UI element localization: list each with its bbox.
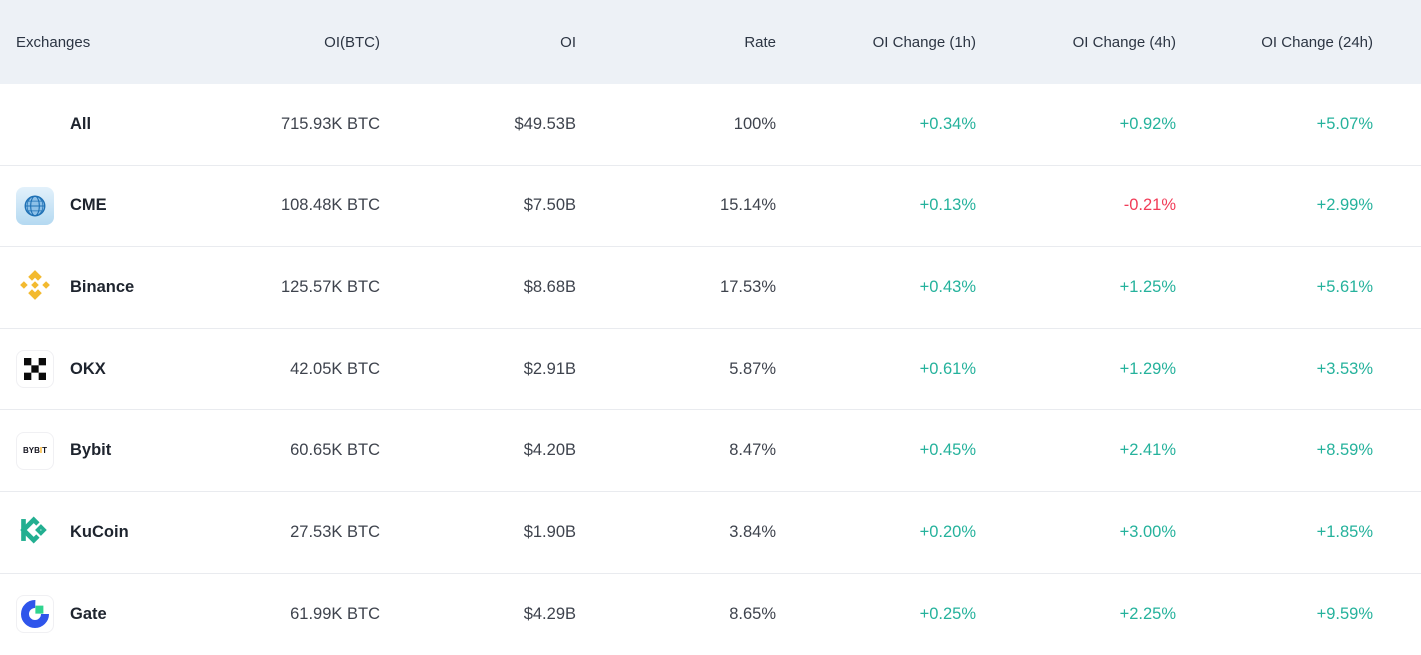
oi-change-1h-value: +0.34%	[919, 114, 976, 133]
oi-btc-value: 60.65K BTC	[290, 441, 380, 460]
exchange-name: CME	[70, 196, 107, 215]
exchange-name: Gate	[70, 604, 107, 623]
oi-change-1h-value: +0.20%	[919, 522, 976, 541]
kucoin-logo-icon	[16, 512, 52, 553]
column-header-oi-btc[interactable]: OI(BTC)	[324, 33, 380, 51]
oi-usd-value: $8.68B	[523, 277, 576, 296]
oi-change-4h-value: -0.21%	[1123, 196, 1176, 215]
rate-value: 100%	[733, 114, 776, 133]
gate-logo-icon	[16, 595, 54, 634]
oi-btc-value: 108.48K BTC	[280, 196, 380, 215]
exchange-name: OKX	[70, 359, 106, 378]
oi-change-1h-value: +0.13%	[919, 196, 976, 215]
oi-usd-value: $2.91B	[523, 359, 576, 378]
binance-logo-icon	[16, 266, 54, 309]
oi-change-24h-value: +1.85%	[1316, 522, 1373, 541]
oi-btc-value: 27.53K BTC	[290, 522, 380, 541]
column-header-exchanges[interactable]: Exchanges	[16, 33, 91, 51]
oi-usd-value: $49.53B	[514, 114, 576, 133]
oi-usd-value: $1.90B	[523, 522, 576, 541]
exchange-name: Bybit	[70, 441, 112, 460]
oi-change-4h-value: +0.92%	[1119, 114, 1176, 133]
oi-change-4h-value: +2.25%	[1119, 604, 1176, 623]
table-row-gate[interactable]: Gate 61.99K BTC $4.29B 8.65% +0.25% +2.2…	[0, 573, 1421, 655]
oi-change-24h-value: +5.07%	[1316, 114, 1373, 133]
oi-change-4h-value: +1.29%	[1119, 359, 1176, 378]
oi-usd-value: $4.29B	[523, 604, 576, 623]
table-row-cme[interactable]: CME 108.48K BTC $7.50B 15.14% +0.13% -0.…	[0, 165, 1421, 248]
table-row-kucoin[interactable]: KuCoin 27.53K BTC $1.90B 3.84% +0.20% +3…	[0, 491, 1421, 574]
column-header-oi[interactable]: OI	[560, 33, 576, 51]
rate-value: 8.47%	[729, 441, 776, 460]
rate-value: 8.65%	[729, 604, 776, 623]
bybit-logo-accent-letter: I	[39, 445, 43, 455]
exchange-name: All	[70, 114, 92, 133]
oi-change-4h-value: +1.25%	[1119, 277, 1176, 296]
oi-usd-value: $4.20B	[523, 441, 576, 460]
rate-value: 5.87%	[729, 359, 776, 378]
oi-change-4h-value: +3.00%	[1119, 522, 1176, 541]
oi-change-4h-value: +2.41%	[1119, 441, 1176, 460]
table-row-bybit[interactable]: BYB I T Bybit 60.65K BTC $4.20B 8.47% +0.4…	[0, 410, 1421, 492]
exchange-name: Binance	[70, 277, 135, 296]
oi-change-1h-value: +0.61%	[919, 359, 976, 378]
oi-change-1h-value: +0.45%	[919, 441, 976, 460]
oi-change-24h-value: +9.59%	[1316, 604, 1373, 623]
oi-change-24h-value: +3.53%	[1316, 359, 1373, 378]
oi-btc-value: 125.57K BTC	[280, 277, 380, 296]
column-header-oi-change-24h[interactable]: OI Change (24h)	[1261, 33, 1373, 51]
oi-change-24h-value: +5.61%	[1316, 277, 1373, 296]
exchange-name: KuCoin	[70, 522, 129, 541]
table-row-all[interactable]: All 715.93K BTC $49.53B 100% +0.34% +0.9…	[0, 84, 1421, 166]
oi-btc-value: 61.99K BTC	[290, 604, 380, 623]
oi-change-1h-value: +0.43%	[919, 277, 976, 296]
oi-change-1h-value: +0.25%	[919, 604, 976, 623]
bybit-logo-text-end: T	[42, 445, 47, 455]
okx-logo-icon	[16, 350, 54, 389]
oi-btc-value: 42.05K BTC	[290, 359, 380, 378]
bybit-logo-icon: BYB I T	[16, 431, 54, 470]
table-header-row: Exchanges OI(BTC) OI Rate OI Change (1h)…	[0, 0, 1421, 84]
column-header-oi-change-4h[interactable]: OI Change (4h)	[1072, 33, 1176, 51]
rate-value: 15.14%	[720, 196, 776, 215]
rate-value: 17.53%	[720, 277, 776, 296]
oi-btc-value: 715.93K BTC	[280, 114, 380, 133]
icon-slot-empty	[16, 105, 56, 143]
column-header-oi-change-1h[interactable]: OI Change (1h)	[872, 33, 976, 51]
table-row-binance[interactable]: Binance 125.57K BTC $8.68B 17.53% +0.43%…	[0, 247, 1421, 329]
cme-logo-icon	[16, 186, 54, 225]
bybit-logo-text: BYB	[22, 445, 40, 455]
oi-change-24h-value: +2.99%	[1316, 196, 1373, 215]
column-header-rate[interactable]: Rate	[744, 33, 776, 51]
rate-value: 3.84%	[729, 522, 776, 541]
oi-change-24h-value: +8.59%	[1316, 441, 1373, 460]
oi-usd-value: $7.50B	[523, 196, 576, 215]
table-row-okx[interactable]: OKX 42.05K BTC $2.91B 5.87% +0.61% +1.29…	[0, 328, 1421, 411]
